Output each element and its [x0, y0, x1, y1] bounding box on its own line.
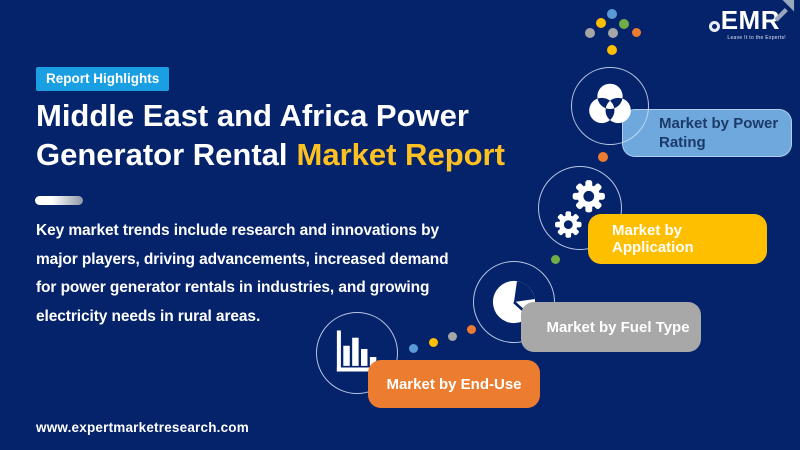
- title-line2: Generator Rental Market Report: [36, 135, 505, 174]
- title-line2-highlight: Market Report: [296, 137, 505, 172]
- category-circle-power-rating: [571, 67, 649, 145]
- title-line2-prefix: Generator Rental: [36, 137, 288, 172]
- title-line1: Middle East and Africa Power: [36, 98, 469, 133]
- gears-icon: [555, 180, 605, 238]
- category-pill-end-use: Market by End-Use: [368, 360, 540, 408]
- decor-dot-orange: [598, 152, 608, 162]
- website-link[interactable]: www.expertmarketresearch.com: [36, 420, 249, 435]
- decor-dot-yellow: [429, 338, 438, 347]
- decor-dot-gray: [585, 28, 595, 38]
- category-pill-fuel-type: Market by Fuel Type: [521, 302, 701, 352]
- decor-dot-green: [551, 255, 560, 264]
- description-line: Key market trends include research and i…: [36, 222, 439, 239]
- decor-dot-orange: [632, 28, 641, 37]
- category-pill-application: Market by Application: [588, 214, 767, 264]
- category-pill-power-rating: Market by Power Rating: [622, 109, 792, 157]
- description-line: electricity needs in rural areas.: [36, 307, 261, 325]
- emr-logo: EMR Leave It to the Experts!: [698, 0, 795, 41]
- logo-ring-icon: [708, 20, 720, 32]
- description-text: Key market trends include research and i…: [36, 217, 449, 331]
- venn-diagram-icon: [589, 83, 631, 124]
- category-circle-application: [538, 166, 622, 250]
- description-line: major players, driving advancements, inc…: [36, 250, 449, 268]
- decor-dot-blue: [607, 9, 617, 19]
- decor-dot-yellow: [607, 45, 617, 55]
- logo-text: EMR: [720, 5, 780, 35]
- decor-dot-gray: [448, 332, 457, 341]
- page-title: Middle East and Africa Power Generator R…: [36, 96, 505, 174]
- logo-arrow-icon: [774, 0, 795, 22]
- title-underline: [35, 196, 83, 205]
- description-line: for power generator rentals in industrie…: [36, 279, 430, 297]
- decor-dot-blue: [409, 344, 418, 353]
- decor-dot-gray: [608, 28, 618, 38]
- logo-tagline: Leave It to the Experts!: [727, 34, 786, 41]
- report-highlights-badge: Report Highlights: [36, 67, 170, 91]
- decor-dot-yellow: [596, 18, 606, 28]
- decor-dot-green: [619, 19, 629, 29]
- decor-dot-orange: [467, 325, 476, 334]
